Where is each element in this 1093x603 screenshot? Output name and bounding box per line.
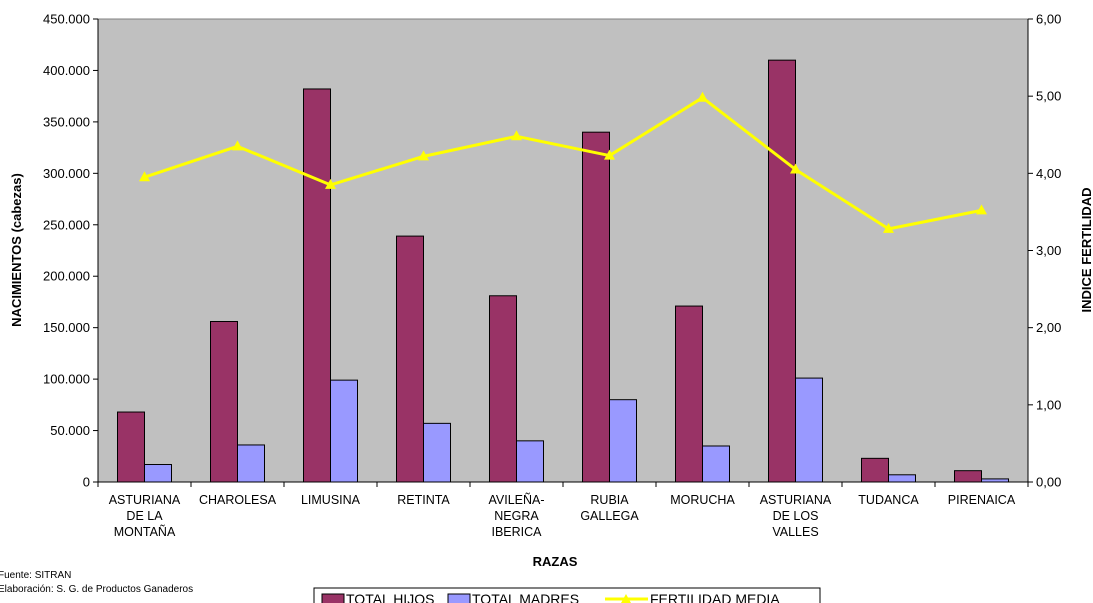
- category-label-line: RUBIA: [590, 493, 629, 507]
- right-tick-label: 2,00: [1036, 320, 1061, 335]
- y-axis-title: NACIMIENTOS (cabezas): [9, 173, 24, 327]
- bars: [117, 59, 1009, 483]
- bar-total-hijos: [396, 235, 424, 483]
- bar-total-hijos: [210, 320, 238, 483]
- category-label-line: ASTURIANA: [109, 493, 181, 507]
- bar-total-madres: [516, 440, 544, 483]
- plot-area: [97, 18, 1029, 483]
- bar-total-hijos: [768, 59, 796, 483]
- left-tick-label: 450.000: [43, 12, 90, 27]
- fertility-point: [511, 130, 522, 141]
- category-label: RUBIA GALLEGA: [580, 493, 639, 523]
- bar-total-hijos: [861, 457, 889, 483]
- legend-label-total-hijos: TOTAL HIJOS: [346, 591, 434, 603]
- legend-label-total-madres: TOTAL MADRES: [472, 591, 579, 603]
- right-tick-label: 0,00: [1036, 475, 1061, 490]
- fertility-point: [976, 204, 987, 215]
- category-label: AVILEÑA- NEGRA IBERICA: [488, 493, 544, 539]
- left-tick-label: 400.000: [43, 63, 90, 78]
- fertility-point: [418, 150, 429, 161]
- category-label: PIRENAICA: [948, 493, 1016, 507]
- x-axis: ASTURIANA DE LA MONTAÑA CHAROLESA LIMUSINA RE…: [97, 481, 1029, 539]
- left-tick-label: 200.000: [43, 269, 90, 284]
- category-label: TUDANCA: [858, 493, 919, 507]
- bar-total-hijos: [582, 131, 610, 483]
- fertility-series-line: [144, 96, 982, 231]
- left-tick-label: 300.000: [43, 166, 90, 181]
- category-label: ASTURIANA DE LA MONTAÑA: [109, 493, 181, 539]
- source-line-2: Elaboración: S. G. de Productos Ganadero…: [0, 584, 193, 595]
- fertility-point: [139, 171, 150, 182]
- bar-total-madres: [609, 399, 637, 483]
- category-label: CHAROLESA: [199, 493, 277, 507]
- left-tick-label: 100.000: [43, 372, 90, 387]
- category-label-line: ASTURIANA: [760, 493, 832, 507]
- legend-swatch-total-madres: [447, 593, 471, 603]
- fertility-point: [883, 222, 894, 233]
- right-tick-label: 6,00: [1036, 12, 1061, 27]
- category-label-line: DE LOS: [773, 509, 819, 523]
- category-label-line: MONTAÑA: [114, 525, 176, 539]
- category-label: ASTURIANA DE LOS VALLES: [760, 493, 832, 539]
- bar-total-hijos: [489, 295, 517, 483]
- left-tick-label: 50.000: [50, 423, 90, 438]
- left-tick-label: 350.000: [43, 114, 90, 129]
- left-tick-label: 0: [83, 475, 90, 490]
- fertility-point: [604, 149, 615, 160]
- fertility-point: [232, 140, 243, 151]
- legend: TOTAL HIJOS TOTAL MADRES FERTILIDAD MEDI…: [313, 587, 821, 603]
- y2-axis-title: INDICE FERTILIDAD: [1079, 188, 1093, 313]
- category-label-line: VALLES: [772, 525, 818, 539]
- right-axis: 0,00 1,00 2,00 3,00 4,00 5,00 6,00: [1027, 12, 1061, 490]
- category-label: RETINTA: [397, 493, 450, 507]
- legend-box: [313, 587, 821, 603]
- category-label-line: CHAROLESA: [199, 493, 277, 507]
- category-label-line: NEGRA: [494, 509, 539, 523]
- source-line-1: Fuente: SITRAN: [0, 570, 71, 581]
- bar-total-madres: [237, 444, 265, 483]
- bar-total-madres: [144, 464, 172, 483]
- right-tick-label: 4,00: [1036, 166, 1061, 181]
- bar-total-hijos: [117, 411, 145, 483]
- left-axis: 0 50.000 100.000 150.000 200.000 250.000 300.0…: [43, 12, 99, 490]
- right-tick-label: 3,00: [1036, 243, 1061, 258]
- category-label-line: PIRENAICA: [948, 493, 1016, 507]
- x-axis-title: RAZAS: [533, 554, 578, 569]
- left-tick-label: 150.000: [43, 320, 90, 335]
- category-label-line: TUDANCA: [858, 493, 919, 507]
- legend-label-fertilidad-media: FERTILIDAD MEDIA: [650, 591, 780, 603]
- bar-total-madres: [795, 377, 823, 483]
- bar-total-hijos: [303, 88, 331, 483]
- category-label-line: GALLEGA: [580, 509, 639, 523]
- bar-total-hijos: [954, 470, 982, 483]
- bar-total-hijos: [675, 305, 703, 483]
- fertility-point: [325, 178, 336, 189]
- category-label-line: DE LA: [126, 509, 163, 523]
- bar-total-madres: [330, 379, 358, 483]
- bar-total-madres: [888, 474, 916, 483]
- legend-swatch-fertilidad-marker: [621, 594, 631, 603]
- bar-total-madres: [423, 422, 451, 483]
- category-label: LIMUSINA: [301, 493, 361, 507]
- legend-swatch-total-hijos: [321, 593, 345, 603]
- category-label-line: LIMUSINA: [301, 493, 361, 507]
- fertility-point: [697, 91, 708, 102]
- fertility-line: [139, 91, 987, 233]
- category-label-line: AVILEÑA-: [488, 493, 544, 507]
- fertility-point: [790, 163, 801, 174]
- category-label: MORUCHA: [670, 493, 735, 507]
- bar-total-madres: [702, 445, 730, 483]
- category-label-line: MORUCHA: [670, 493, 735, 507]
- category-label-line: RETINTA: [397, 493, 450, 507]
- right-tick-label: 1,00: [1036, 397, 1061, 412]
- right-tick-label: 5,00: [1036, 89, 1061, 104]
- category-label-line: IBERICA: [491, 525, 542, 539]
- left-tick-label: 250.000: [43, 217, 90, 232]
